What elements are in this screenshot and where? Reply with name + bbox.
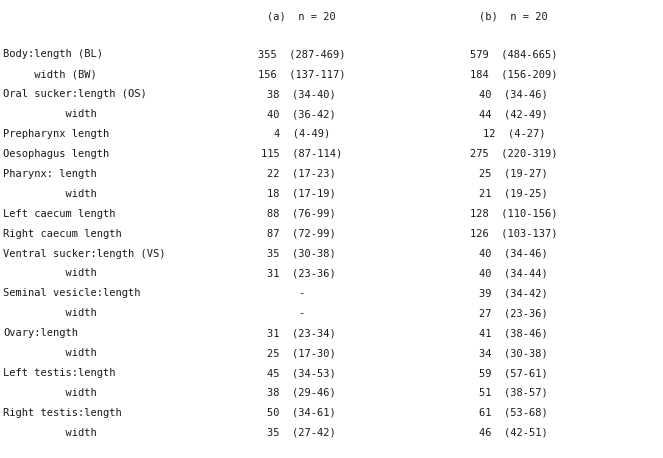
- Text: 50  (34-61): 50 (34-61): [267, 408, 336, 418]
- Text: 40  (34-46): 40 (34-46): [479, 89, 548, 99]
- Text: 27  (23-36): 27 (23-36): [479, 308, 548, 318]
- Text: 21  (19-25): 21 (19-25): [479, 189, 548, 199]
- Text: width: width: [3, 268, 97, 278]
- Text: 40  (34-44): 40 (34-44): [479, 268, 548, 278]
- Text: Ventral sucker:length (VS): Ventral sucker:length (VS): [3, 249, 166, 258]
- Text: 41  (38-46): 41 (38-46): [479, 328, 548, 338]
- Text: 22  (17-23): 22 (17-23): [267, 169, 336, 179]
- Text: 184  (156-209): 184 (156-209): [470, 69, 558, 79]
- Text: 156  (137-117): 156 (137-117): [258, 69, 345, 79]
- Text: width: width: [3, 308, 97, 318]
- Text: 25  (17-30): 25 (17-30): [267, 348, 336, 358]
- Text: Left testis:length: Left testis:length: [3, 368, 116, 378]
- Text: 35  (27-42): 35 (27-42): [267, 428, 336, 438]
- Text: 40  (36-42): 40 (36-42): [267, 109, 336, 119]
- Text: (b)  n = 20: (b) n = 20: [479, 11, 548, 22]
- Text: 128  (110-156): 128 (110-156): [470, 209, 558, 218]
- Text: Oesophagus length: Oesophagus length: [3, 149, 109, 159]
- Text: 355  (287-469): 355 (287-469): [258, 49, 345, 59]
- Text: (a)  n = 20: (a) n = 20: [267, 11, 336, 22]
- Text: 35  (30-38): 35 (30-38): [267, 249, 336, 258]
- Text: width: width: [3, 348, 97, 358]
- Text: 87  (72-99): 87 (72-99): [267, 229, 336, 239]
- Text: 40  (34-46): 40 (34-46): [479, 249, 548, 258]
- Text: 25  (19-27): 25 (19-27): [479, 169, 548, 179]
- Text: 4  (4-49): 4 (4-49): [274, 129, 330, 139]
- Text: -: -: [298, 308, 305, 318]
- Text: Pharynx: length: Pharynx: length: [3, 169, 97, 179]
- Text: 579  (484-665): 579 (484-665): [470, 49, 558, 59]
- Text: 38  (29-46): 38 (29-46): [267, 388, 336, 398]
- Text: 51  (38-57): 51 (38-57): [479, 388, 548, 398]
- Text: 88  (76-99): 88 (76-99): [267, 209, 336, 218]
- Text: 31  (23-36): 31 (23-36): [267, 268, 336, 278]
- Text: 115  (87-114): 115 (87-114): [261, 149, 342, 159]
- Text: 18  (17-19): 18 (17-19): [267, 189, 336, 199]
- Text: 126  (103-137): 126 (103-137): [470, 229, 558, 239]
- Text: 34  (30-38): 34 (30-38): [479, 348, 548, 358]
- Text: Left caecum length: Left caecum length: [3, 209, 116, 218]
- Text: width (BW): width (BW): [3, 69, 97, 79]
- Text: Oral sucker:length (OS): Oral sucker:length (OS): [3, 89, 147, 99]
- Text: Right testis:length: Right testis:length: [3, 408, 122, 418]
- Text: 61  (53-68): 61 (53-68): [479, 408, 548, 418]
- Text: Seminal vesicle:length: Seminal vesicle:length: [3, 289, 141, 298]
- Text: 59  (57-61): 59 (57-61): [479, 368, 548, 378]
- Text: Ovary:length: Ovary:length: [3, 328, 78, 338]
- Text: 38  (34-40): 38 (34-40): [267, 89, 336, 99]
- Text: width: width: [3, 388, 97, 398]
- Text: 44  (42-49): 44 (42-49): [479, 109, 548, 119]
- Text: 12  (4-27): 12 (4-27): [483, 129, 545, 139]
- Text: width: width: [3, 428, 97, 438]
- Text: Body:length (BL): Body:length (BL): [3, 49, 103, 59]
- Text: width: width: [3, 109, 97, 119]
- Text: 46  (42-51): 46 (42-51): [479, 428, 548, 438]
- Text: width: width: [3, 189, 97, 199]
- Text: Right caecum length: Right caecum length: [3, 229, 122, 239]
- Text: Prepharynx length: Prepharynx length: [3, 129, 109, 139]
- Text: -: -: [298, 289, 305, 298]
- Text: 31  (23-34): 31 (23-34): [267, 328, 336, 338]
- Text: 275  (220-319): 275 (220-319): [470, 149, 558, 159]
- Text: 45  (34-53): 45 (34-53): [267, 368, 336, 378]
- Text: 39  (34-42): 39 (34-42): [479, 289, 548, 298]
